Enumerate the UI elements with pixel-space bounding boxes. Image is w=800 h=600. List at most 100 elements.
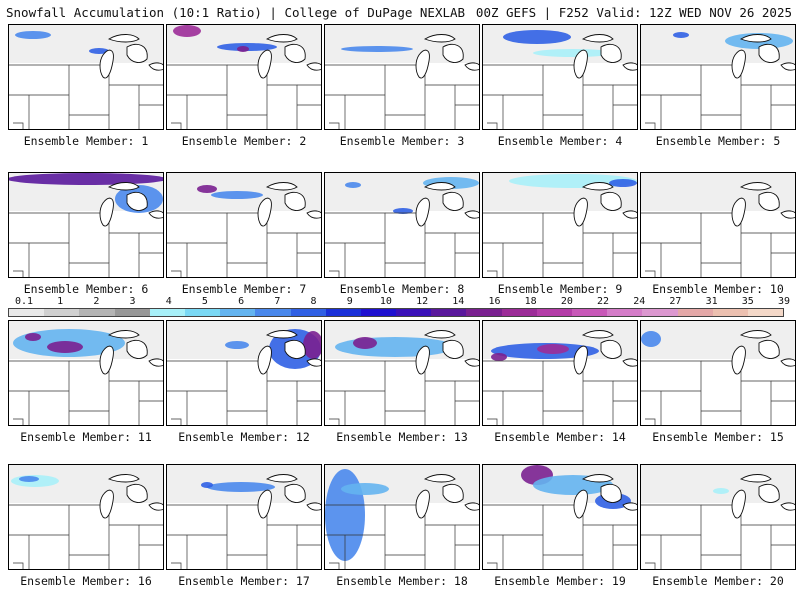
- ensemble-member-label: Ensemble Member: 2: [181, 134, 307, 148]
- ensemble-panel-14: [482, 320, 638, 426]
- scale-swatch: [184, 309, 221, 316]
- snowfall-map: [641, 465, 795, 569]
- scale-swatch: [79, 309, 115, 316]
- snowfall-area: [303, 331, 321, 359]
- snowfall-area: [533, 49, 613, 57]
- scale-swatch: [607, 309, 643, 316]
- ensemble-panel-8: [324, 172, 480, 278]
- snowfall-area: [89, 48, 109, 54]
- ensemble-member-label: Ensemble Member: 3: [339, 134, 465, 148]
- snowfall-map: [325, 173, 479, 277]
- scale-swatch: [149, 309, 185, 316]
- snowfall-map: [9, 321, 163, 425]
- scale-swatch: [466, 309, 502, 316]
- snowfall-map: [167, 173, 321, 277]
- scale-tick-label: 31: [705, 296, 718, 307]
- snowfall-area: [353, 337, 377, 349]
- ensemble-panel-13: [324, 320, 480, 426]
- ensemble-member-label: Ensemble Member: 18: [336, 574, 468, 588]
- scale-swatch: [360, 309, 397, 316]
- snowfall-area: [225, 341, 249, 349]
- snowfall-map: [483, 25, 637, 129]
- ensemble-panel-1: [8, 24, 164, 130]
- scale-tick-label: 18: [524, 296, 537, 307]
- snowfall-map: [641, 173, 795, 277]
- snowfall-area: [641, 331, 661, 347]
- ensemble-member-label: Ensemble Member: 9: [497, 282, 623, 296]
- scale-swatch: [712, 309, 748, 316]
- snowfall-area: [25, 333, 41, 341]
- ensemble-member-label: Ensemble Member: 15: [652, 430, 784, 444]
- color-scale-labels: 0.1 1 2 3 4 5 6 7 8 9 10 12 14 16 18 20 22 24 27 31 35 39: [8, 296, 792, 308]
- snowfall-area: [341, 483, 389, 495]
- ensemble-member-label: Ensemble Member: 13: [336, 430, 468, 444]
- snowfall-area: [341, 46, 413, 52]
- scale-tick-label: 8: [310, 296, 317, 307]
- snowfall-map: [9, 465, 163, 569]
- scale-tick-label: 2: [93, 296, 100, 307]
- scale-swatch: [396, 309, 432, 316]
- ensemble-member-label: Ensemble Member: 17: [178, 574, 310, 588]
- scale-tick-label: 20: [560, 296, 573, 307]
- snowfall-area: [491, 353, 507, 361]
- scale-tick-label: 24: [633, 296, 646, 307]
- snowfall-map: [167, 321, 321, 425]
- snowfall-map: [9, 25, 163, 129]
- ensemble-member-label: Ensemble Member: 20: [652, 574, 784, 588]
- snowfall-area: [47, 341, 83, 353]
- ensemble-panel-15: [640, 320, 796, 426]
- ensemble-member-label: Ensemble Member: 12: [178, 430, 310, 444]
- snowfall-area: [673, 32, 689, 38]
- ensemble-member-label: Ensemble Member: 6: [23, 282, 149, 296]
- snowfall-area: [9, 173, 163, 185]
- ensemble-member-label: Ensemble Member: 8: [339, 282, 465, 296]
- snowfall-area: [345, 182, 361, 188]
- ensemble-panel-11: [8, 320, 164, 426]
- scale-tick-label: 9: [346, 296, 353, 307]
- scale-tick-label: 35: [741, 296, 754, 307]
- scale-tick-label: 6: [238, 296, 245, 307]
- scale-swatch: [114, 309, 150, 316]
- scale-swatch: [536, 309, 572, 316]
- scale-swatch: [44, 309, 80, 316]
- scale-tick-label: 5: [201, 296, 208, 307]
- scale-tick-label: 0.1: [14, 296, 34, 307]
- scale-tick-label: 3: [129, 296, 136, 307]
- snowfall-area: [537, 344, 569, 354]
- snowfall-map: [325, 25, 479, 129]
- ensemble-panel-3: [324, 24, 480, 130]
- ensemble-member-label: Ensemble Member: 10: [652, 282, 784, 296]
- scale-tick-label: 7: [274, 296, 281, 307]
- snowfall-map: [483, 173, 637, 277]
- ensemble-panel-12: [166, 320, 322, 426]
- snowfall-map: [9, 173, 163, 277]
- ensemble-panel-7: [166, 172, 322, 278]
- scale-swatch: [501, 309, 537, 316]
- scale-swatch: [572, 309, 608, 316]
- snowfall-map: [483, 465, 637, 569]
- snowfall-area: [197, 185, 217, 193]
- snowfall-area: [211, 191, 263, 199]
- color-scale-bar: [8, 308, 784, 317]
- scale-swatch: [255, 309, 291, 316]
- scale-swatch: [290, 309, 326, 316]
- scale-swatch: [747, 309, 784, 316]
- ensemble-panel-17: [166, 464, 322, 570]
- ensemble-panel-4: [482, 24, 638, 130]
- ensemble-panel-20: [640, 464, 796, 570]
- ensemble-panel-5: [640, 24, 796, 130]
- snowfall-area: [15, 31, 51, 39]
- snowfall-area: [503, 30, 571, 44]
- snowfall-map: [167, 25, 321, 129]
- snowfall-area: [335, 337, 455, 357]
- snowfall-map: [483, 321, 637, 425]
- scale-swatch: [677, 309, 713, 316]
- scale-tick-label: 10: [379, 296, 392, 307]
- snowfall-area: [173, 25, 201, 37]
- ensemble-member-label: Ensemble Member: 14: [494, 430, 626, 444]
- scale-swatch: [325, 309, 361, 316]
- ensemble-panel-2: [166, 24, 322, 130]
- snowfall-area: [609, 179, 637, 187]
- snowfall-area: [201, 482, 213, 488]
- snowfall-map: [167, 465, 321, 569]
